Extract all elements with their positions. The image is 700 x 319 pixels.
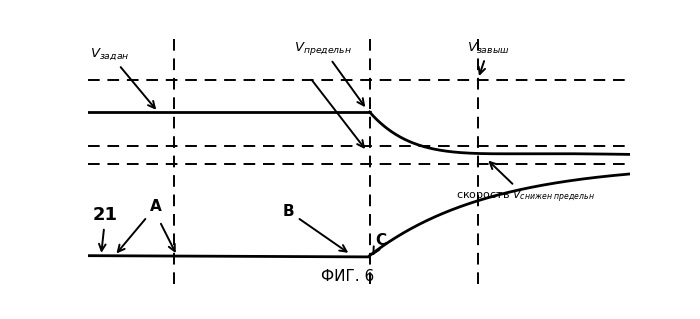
Text: C: C (373, 234, 386, 254)
Text: скорость $V_{снижен\ предельн}$: скорость $V_{снижен\ предельн}$ (456, 162, 596, 205)
Text: A: A (118, 199, 162, 252)
Text: $V_{предельн}$: $V_{предельн}$ (294, 40, 364, 106)
Text: B: B (283, 204, 346, 252)
Text: $V_{задан}$: $V_{задан}$ (90, 46, 155, 108)
Text: $V_{завыш}$: $V_{завыш}$ (468, 41, 510, 74)
Text: 21: 21 (93, 206, 118, 251)
Text: ФИГ. 6: ФИГ. 6 (321, 269, 374, 284)
